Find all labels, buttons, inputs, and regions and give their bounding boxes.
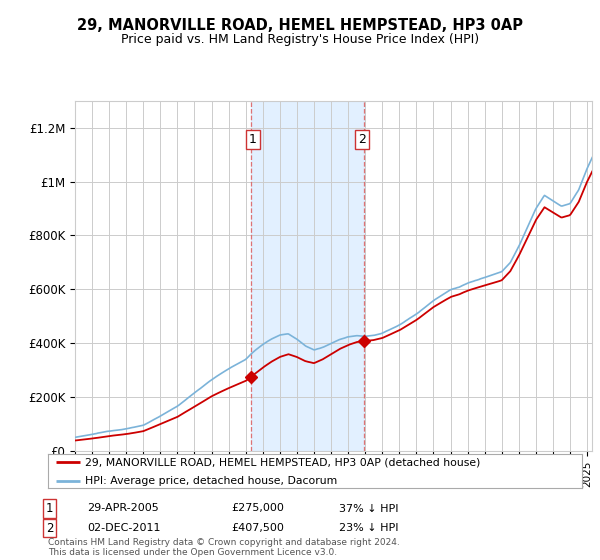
Text: Price paid vs. HM Land Registry's House Price Index (HPI): Price paid vs. HM Land Registry's House … [121, 32, 479, 46]
Text: 02-DEC-2011: 02-DEC-2011 [87, 523, 161, 533]
Text: 37% ↓ HPI: 37% ↓ HPI [339, 503, 398, 514]
Text: HPI: Average price, detached house, Dacorum: HPI: Average price, detached house, Daco… [85, 475, 338, 486]
Text: Contains HM Land Registry data © Crown copyright and database right 2024.
This d: Contains HM Land Registry data © Crown c… [48, 538, 400, 557]
Text: 29, MANORVILLE ROAD, HEMEL HEMPSTEAD, HP3 0AP (detached house): 29, MANORVILLE ROAD, HEMEL HEMPSTEAD, HP… [85, 458, 481, 467]
Text: 29, MANORVILLE ROAD, HEMEL HEMPSTEAD, HP3 0AP: 29, MANORVILLE ROAD, HEMEL HEMPSTEAD, HP… [77, 18, 523, 32]
Text: 2: 2 [358, 133, 366, 146]
Text: 23% ↓ HPI: 23% ↓ HPI [339, 523, 398, 533]
Text: 1: 1 [46, 502, 53, 515]
Text: £407,500: £407,500 [231, 523, 284, 533]
Bar [251, 101, 364, 451]
Text: £275,000: £275,000 [231, 503, 284, 514]
Text: 2: 2 [46, 521, 53, 535]
Text: 1: 1 [249, 133, 257, 146]
Text: 29-APR-2005: 29-APR-2005 [87, 503, 159, 514]
